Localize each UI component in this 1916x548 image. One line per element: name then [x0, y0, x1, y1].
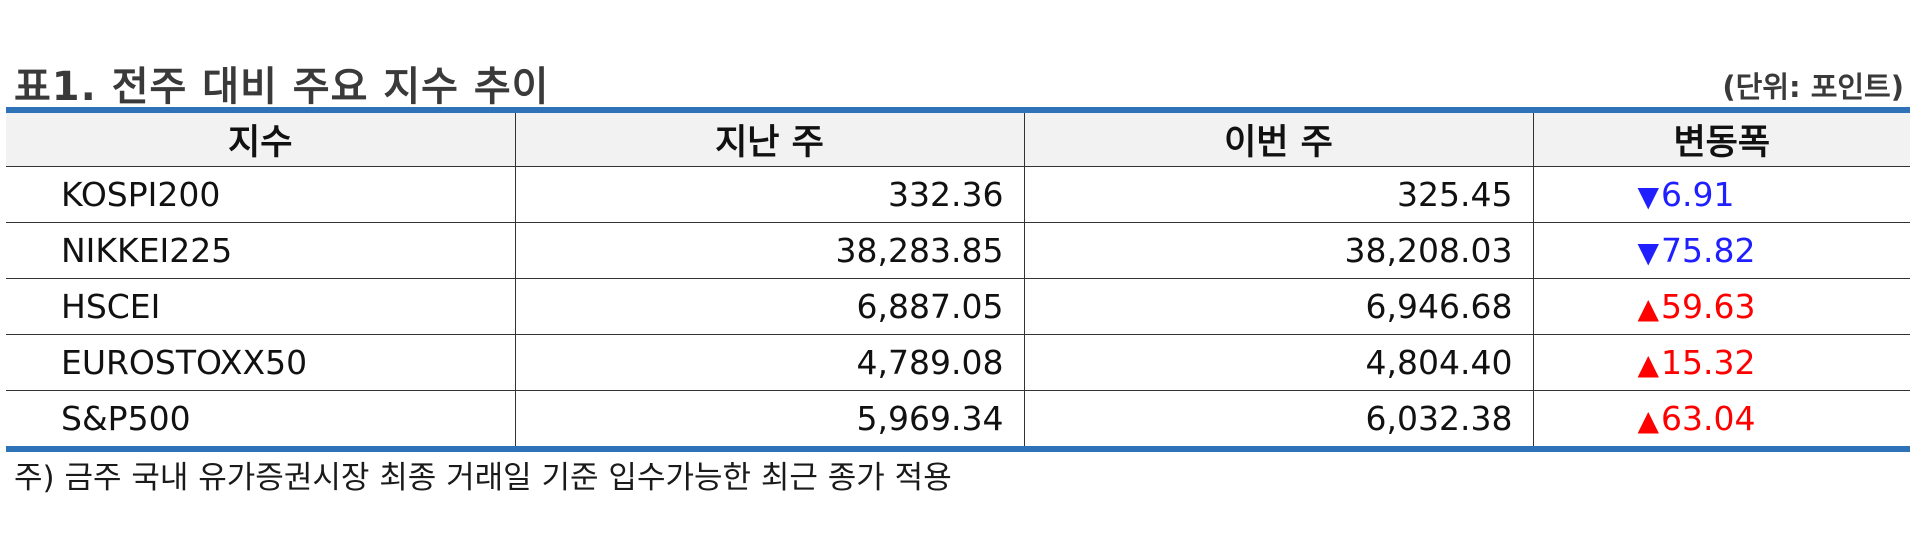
this-week-value: 6,946.68 [1023, 278, 1534, 335]
change-value: 63.04 [1661, 399, 1756, 438]
up-arrow-icon: ▲ [1637, 404, 1660, 437]
change-cell: ▲15.32 [1532, 334, 1910, 391]
change-cell: ▼75.82 [1532, 222, 1910, 279]
change-value: 15.32 [1661, 343, 1756, 382]
header-change: 변동폭 [1532, 110, 1910, 167]
last-week-value: 5,969.34 [514, 390, 1025, 449]
last-week-value: 6,887.05 [514, 278, 1025, 335]
header-index: 지수 [6, 110, 516, 167]
table-header-row: 지수 지난 주 이번 주 변동폭 [6, 110, 1910, 167]
this-week-value: 4,804.40 [1023, 334, 1534, 391]
last-week-value: 332.36 [514, 166, 1025, 223]
up-arrow-icon: ▲ [1637, 348, 1660, 381]
index-name: KOSPI200 [6, 166, 516, 223]
this-week-value: 6,032.38 [1023, 390, 1534, 449]
change-cell: ▼6.91 [1532, 166, 1910, 223]
table-row: S&P500 5,969.34 6,032.38 ▲63.04 [6, 390, 1910, 449]
down-arrow-icon: ▼ [1637, 180, 1660, 213]
up-arrow-icon: ▲ [1637, 292, 1660, 325]
change-value: 75.82 [1661, 231, 1756, 270]
index-name: NIKKEI225 [6, 222, 516, 279]
last-week-value: 38,283.85 [514, 222, 1025, 279]
table-title: 표1. 전주 대비 주요 지수 추이 [14, 64, 550, 110]
change-cell: ▲59.63 [1532, 278, 1910, 335]
index-name: HSCEI [6, 278, 516, 335]
down-arrow-icon: ▼ [1637, 236, 1660, 269]
change-value: 59.63 [1661, 287, 1756, 326]
header-last-week: 지난 주 [514, 110, 1025, 167]
last-week-value: 4,789.08 [514, 334, 1025, 391]
footnote: 주) 금주 국내 유가증권시장 최종 거래일 기준 입수가능한 최근 종가 적용 [14, 460, 952, 496]
table-row: HSCEI 6,887.05 6,946.68 ▲59.63 [6, 278, 1910, 335]
unit-label: (단위: 포인트) [1722, 70, 1904, 104]
index-name: EUROSTOXX50 [6, 334, 516, 391]
change-value: 6.91 [1661, 175, 1735, 214]
index-table: 지수 지난 주 이번 주 변동폭 KOSPI200 332.36 325.45 … [6, 107, 1910, 452]
header-this-week: 이번 주 [1023, 110, 1534, 167]
this-week-value: 325.45 [1023, 166, 1534, 223]
change-cell: ▲63.04 [1532, 390, 1910, 449]
this-week-value: 38,208.03 [1023, 222, 1534, 279]
table-row: NIKKEI225 38,283.85 38,208.03 ▼75.82 [6, 222, 1910, 279]
index-name: S&P500 [6, 390, 516, 449]
table-row: EUROSTOXX50 4,789.08 4,804.40 ▲15.32 [6, 334, 1910, 391]
table-row: KOSPI200 332.36 325.45 ▼6.91 [6, 166, 1910, 223]
